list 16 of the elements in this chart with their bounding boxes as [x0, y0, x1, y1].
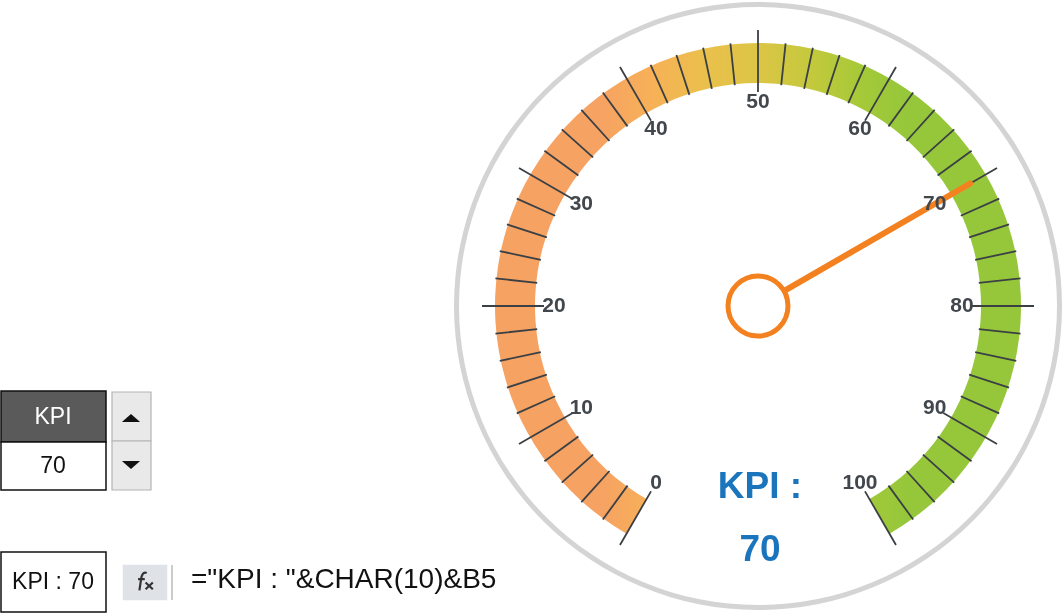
- category-label: 10: [569, 395, 594, 418]
- category-label: 80: [950, 293, 974, 316]
- text: KPI :: [717, 465, 803, 506]
- category-label: 90: [922, 395, 947, 418]
- category-label: 20: [542, 293, 566, 316]
- category-label: 40: [644, 116, 668, 140]
- category-label: 70: [40, 452, 66, 478]
- category-label: 0: [650, 469, 662, 493]
- category-label: 100: [842, 469, 878, 493]
- text: 70: [739, 528, 781, 569]
- text: KPI: [34, 403, 72, 429]
- category-label: 50: [746, 89, 770, 112]
- text: ="KPI : "&CHAR(10)&B5: [191, 563, 497, 594]
- category-label: 60: [848, 116, 872, 140]
- category-label: 30: [569, 191, 594, 214]
- text: KPI : 70: [12, 568, 94, 594]
